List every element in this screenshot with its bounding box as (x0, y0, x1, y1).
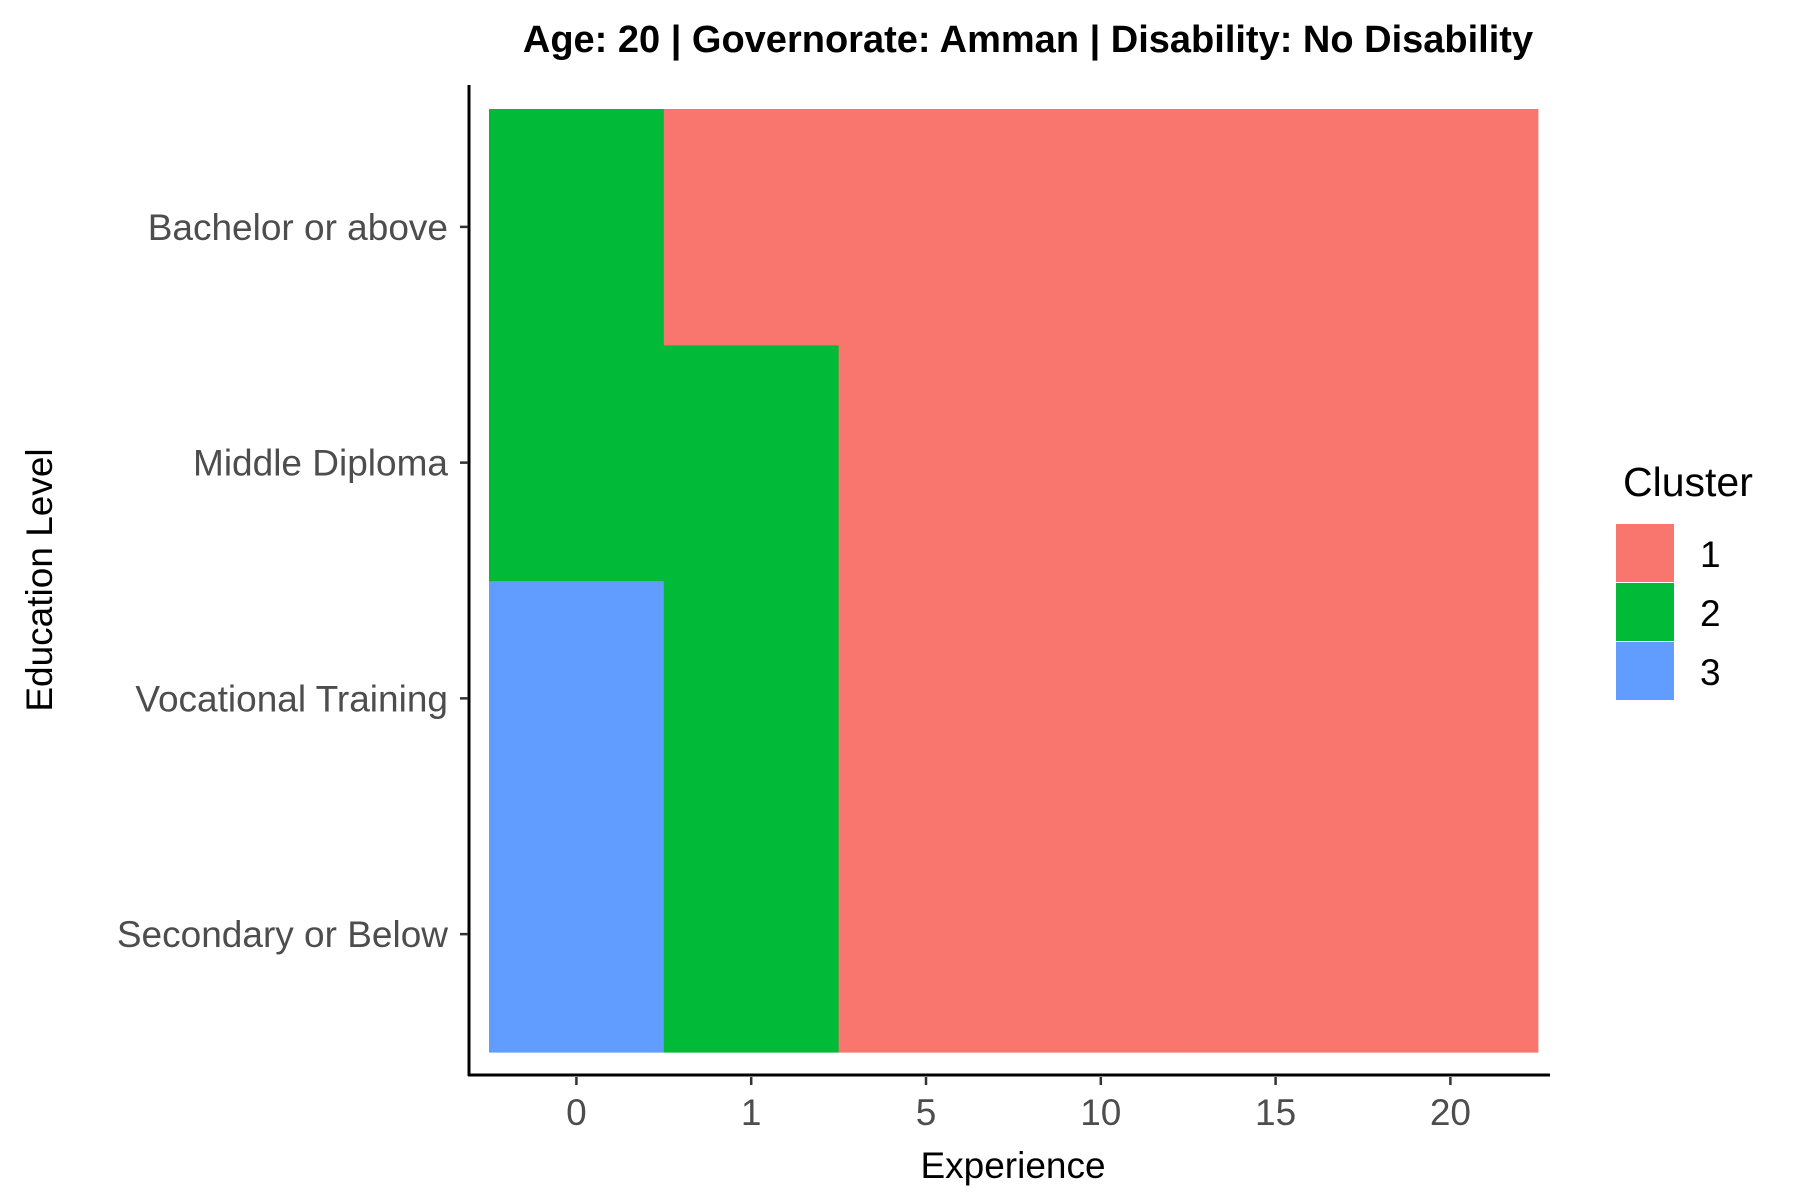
legend-label: 3 (1700, 652, 1721, 693)
heatmap-cell (489, 580, 665, 817)
heatmap-cell (1013, 580, 1189, 817)
heatmap-cell (1188, 109, 1364, 346)
heatmap-cell (838, 344, 1014, 582)
x-tick-label: 15 (1255, 1092, 1296, 1133)
legend-title: Cluster (1623, 459, 1753, 505)
y-axis-ticks: Secondary or Below Vocational Training Mid… (117, 207, 468, 955)
x-axis-title: Experience (920, 1145, 1105, 1186)
heatmap-cell (489, 109, 665, 346)
x-tick-label: 5 (916, 1092, 937, 1133)
y-tick-label: Secondary or Below (117, 914, 448, 955)
heatmap-cells (489, 109, 1539, 1053)
heatmap-cell (1363, 816, 1539, 1053)
legend-label: 1 (1700, 534, 1721, 575)
x-tick-label: 10 (1080, 1092, 1121, 1133)
legend-swatch (1616, 524, 1674, 582)
legend-swatch (1616, 583, 1674, 641)
heatmap-cell (1013, 816, 1189, 1053)
heatmap-cell (1188, 580, 1364, 817)
heatmap-cell (489, 816, 665, 1053)
legend-items: 1 2 3 (1616, 524, 1721, 700)
heatmap-cell (1013, 109, 1189, 346)
heatmap-cell (1363, 580, 1539, 817)
y-tick-label: Bachelor or above (148, 207, 448, 248)
heatmap-cell (838, 109, 1014, 346)
heatmap-cell (838, 816, 1014, 1053)
heatmap-cell (838, 580, 1014, 817)
heatmap-cell (663, 816, 840, 1053)
x-axis-ticks: 0 1 5 10 15 20 (566, 1077, 1471, 1133)
legend: Cluster 1 2 3 (1616, 459, 1753, 700)
x-tick-label: 1 (741, 1092, 762, 1133)
heatmap-cell (1363, 344, 1539, 582)
y-tick-label: Vocational Training (135, 678, 448, 719)
y-axis-title: Education Level (19, 448, 60, 711)
chart-title: Age: 20 | Governorate: Amman | Disabilit… (523, 19, 1533, 61)
x-tick-label: 0 (566, 1092, 587, 1133)
y-tick-label: Middle Diploma (193, 443, 448, 484)
heatmap-cell (1013, 344, 1189, 582)
legend-label: 2 (1700, 593, 1721, 634)
legend-swatch (1616, 642, 1674, 700)
heatmap-cell (663, 109, 840, 346)
heatmap-cell (1188, 816, 1364, 1053)
heatmap-cell (489, 344, 665, 582)
heatmap-cell (1363, 109, 1539, 346)
x-tick-label: 20 (1430, 1092, 1471, 1133)
heatmap-cell (663, 344, 840, 582)
heatmap-cell (1188, 344, 1364, 582)
heatmap-cell (663, 580, 840, 817)
